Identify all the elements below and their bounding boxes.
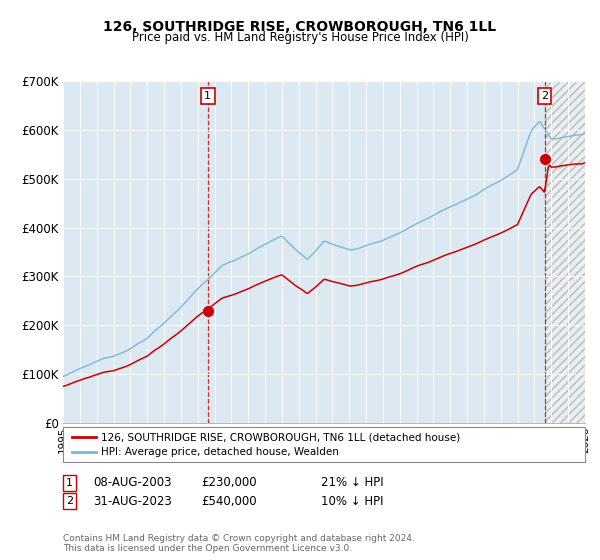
Text: 126, SOUTHRIDGE RISE, CROWBOROUGH, TN6 1LL: 126, SOUTHRIDGE RISE, CROWBOROUGH, TN6 1… xyxy=(103,20,497,34)
Text: 1: 1 xyxy=(66,478,73,488)
Text: 2: 2 xyxy=(541,91,548,101)
Text: 2: 2 xyxy=(66,496,73,506)
Text: 31-AUG-2023: 31-AUG-2023 xyxy=(93,494,172,508)
Text: 08-AUG-2003: 08-AUG-2003 xyxy=(93,476,172,489)
Text: 10% ↓ HPI: 10% ↓ HPI xyxy=(321,494,383,508)
Text: 21% ↓ HPI: 21% ↓ HPI xyxy=(321,476,383,489)
Text: 1: 1 xyxy=(205,91,211,101)
Text: Price paid vs. HM Land Registry's House Price Index (HPI): Price paid vs. HM Land Registry's House … xyxy=(131,31,469,44)
Text: HPI: Average price, detached house, Wealden: HPI: Average price, detached house, Weal… xyxy=(101,447,338,458)
Text: £230,000: £230,000 xyxy=(201,476,257,489)
Text: £540,000: £540,000 xyxy=(201,494,257,508)
Text: Contains HM Land Registry data © Crown copyright and database right 2024.
This d: Contains HM Land Registry data © Crown c… xyxy=(63,534,415,553)
Text: 126, SOUTHRIDGE RISE, CROWBOROUGH, TN6 1LL (detached house): 126, SOUTHRIDGE RISE, CROWBOROUGH, TN6 1… xyxy=(101,432,460,442)
Bar xyxy=(545,81,585,423)
